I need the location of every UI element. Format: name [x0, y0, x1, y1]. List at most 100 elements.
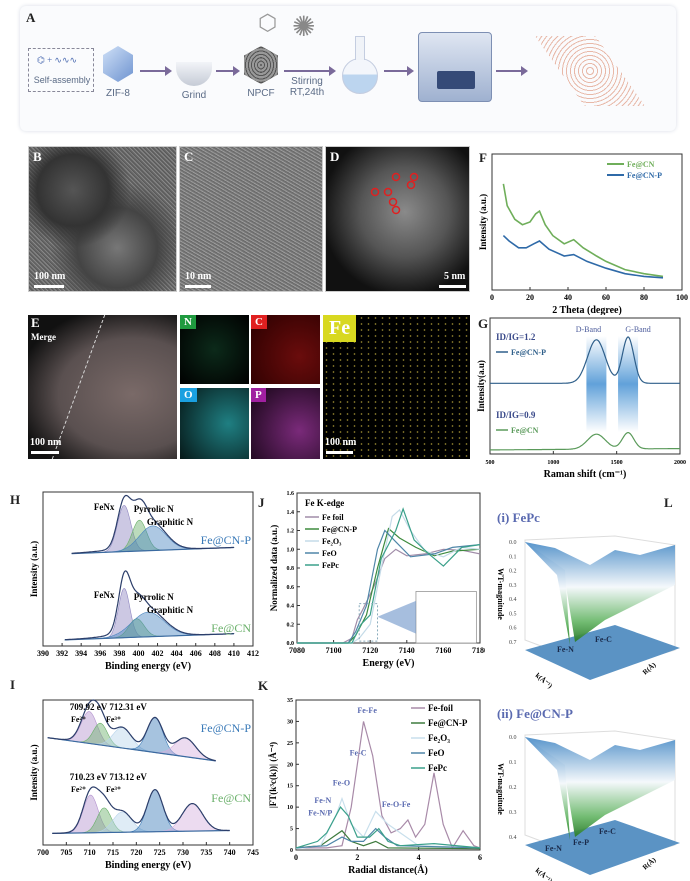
x-tick-label: 40 — [564, 293, 572, 302]
y-axis-label: Intensity(a.u) — [476, 360, 486, 412]
sample-label: Fe@CN-P — [201, 533, 252, 547]
x-tick-label: 500 — [486, 460, 495, 466]
flask-icon — [342, 58, 378, 94]
x-tick-label: 406 — [190, 649, 202, 658]
ratio-annotation: ID/IG=1.2 — [496, 332, 536, 342]
legend-label: Fe foil — [322, 513, 344, 522]
eds-map-c: C — [251, 315, 320, 384]
zoom-region — [358, 603, 379, 642]
k-axis-label: k(Å⁻¹) — [534, 866, 555, 881]
background-line — [47, 737, 216, 762]
y-tick-label: 0.2 — [287, 622, 295, 628]
legend-label: Fe₂O₃ — [428, 733, 450, 743]
wavelet-title-fecnp: (ii) Fe@CN-P — [497, 706, 573, 721]
flask-neck-icon — [355, 36, 365, 60]
z-tick-label: 0.4 — [509, 597, 517, 603]
series-line-FeCNP — [490, 336, 680, 384]
x-tick-label: 410 — [228, 649, 240, 658]
x-tick-label: 725 — [154, 848, 166, 857]
zif8-label: ZIF-8 — [106, 88, 130, 99]
scale-bar-label: 100 nm — [325, 437, 357, 448]
y-tick-label: 20 — [287, 762, 293, 768]
x-tick-label: 730 — [177, 848, 189, 857]
z-axis-label: WT-magnitude — [496, 568, 505, 620]
x-tick-label: 0 — [490, 293, 494, 302]
band-label: G-Band — [625, 325, 650, 334]
y-tick-label: 5 — [290, 827, 293, 833]
x-tick-label: 710 — [84, 848, 96, 857]
scale-bar — [185, 285, 211, 288]
x-tick-label: 398 — [113, 649, 125, 658]
y-tick-label: 15 — [287, 784, 293, 790]
series-line-FePc — [297, 507, 481, 644]
arrow-icon — [384, 66, 414, 76]
ratio-annotation: ID/IG=0.9 — [496, 410, 536, 420]
arrow-icon — [140, 66, 172, 76]
element-tag-fe: Fe — [323, 315, 357, 342]
legend-label: Fe-foil — [428, 703, 453, 713]
tem-image-b: B 100 nm — [28, 146, 177, 292]
scale-bar — [31, 451, 59, 454]
x-tick-label: 60 — [602, 293, 610, 302]
legend-label: Fe@CN-P — [627, 171, 662, 180]
legend-label: Fe@CN-P — [322, 525, 357, 534]
panel-label-a: A — [26, 10, 36, 25]
y-tick-label: 1.6 — [287, 491, 295, 497]
series-line-FePc — [295, 806, 481, 849]
arrow-icon — [216, 66, 240, 76]
legend-label: FeO — [322, 549, 337, 558]
plot-grid — [524, 730, 676, 866]
x-tick-label: 700 — [37, 848, 49, 857]
plot-frame — [295, 699, 481, 851]
single-atom-markers — [370, 172, 419, 215]
sample-label: Fe@CN — [211, 791, 251, 805]
base-plane — [525, 820, 680, 875]
z-tick-label: 0.6 — [509, 626, 517, 632]
y-tick-label: 0.8 — [287, 566, 295, 572]
z-tick-label: 0.2 — [509, 785, 517, 791]
raman-chart: 500 1000 1500 2000 Raman shift (cm⁻¹) Intensi… — [476, 317, 686, 480]
peak-label-graphitic-n: Graphitic N — [147, 605, 194, 615]
x-tick-label: 7100 — [326, 646, 342, 655]
eds-merge-image: E Merge 100 nm — [28, 315, 177, 459]
haadf-stem-image-d: D 5 nm — [325, 146, 470, 292]
x-axis-label: Binding energy (eV) — [105, 661, 191, 672]
z-tick-label: 0.0 — [509, 540, 517, 546]
ligand-structure-icon: ⌬ + ∿∿∿ — [37, 55, 78, 65]
inset-zoom-box — [415, 591, 477, 644]
scale-bar-label: 100 nm — [34, 271, 66, 282]
x-tick-label: 100 — [676, 293, 688, 302]
wavelet-title-fepc: (i) FePc — [497, 510, 540, 525]
y-axis-label: Intensity (a.u.) — [29, 744, 39, 800]
r-axis-label: R(Å) — [641, 660, 658, 676]
binding-energy-label: 709.92 eV 712.31 eV — [70, 702, 148, 712]
x-axis-label: Radial distance(Å) — [348, 864, 428, 875]
element-tag-p: P — [251, 388, 266, 402]
band-highlight — [618, 336, 639, 432]
legend-label: FePc — [322, 561, 339, 570]
scale-bar — [326, 451, 353, 454]
x-tick-label: 705 — [60, 848, 72, 857]
legend-label: Fe@CN-P — [428, 718, 468, 728]
merge-label: Merge — [31, 332, 56, 342]
series-line-Fefoil — [296, 721, 481, 850]
background-line — [52, 829, 230, 834]
sample-label: Fe@CN — [211, 621, 251, 635]
xrd-chart: 0 20 40 60 80 100 2 Theta (degree) Intensity (a… — [478, 153, 688, 315]
fit-component-peak — [64, 611, 235, 641]
legend-label: Fe@CN-P — [511, 348, 546, 357]
eds-map-n: N — [180, 315, 249, 384]
base-plane — [525, 625, 680, 680]
wavelet-plot-fecnp: 0.0 0.1 0.2 0.3 0.4 WT-magnitude k(Å⁻¹) R(Å) Fe-… — [496, 730, 680, 881]
legend-label: Fe@CN — [511, 426, 539, 435]
legend-label: FePc — [428, 763, 447, 773]
panel-label-b: B — [33, 149, 42, 164]
y-tick-label: 30 — [287, 719, 293, 725]
x-tick-label: 7080 — [289, 646, 305, 655]
band-highlight — [586, 336, 607, 432]
x-tick-label: 0 — [294, 853, 298, 862]
x-tick-label: 735 — [200, 848, 212, 857]
r-axis-label: R(Å) — [641, 855, 658, 871]
y-axis-label: |FT(k³c(k))| (Å⁻⁴) — [268, 742, 278, 808]
